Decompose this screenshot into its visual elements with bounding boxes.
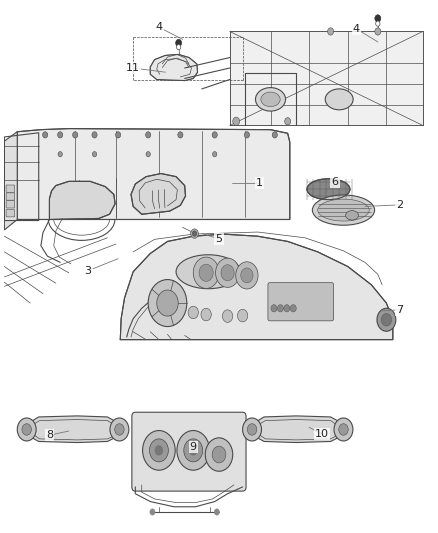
Circle shape — [184, 439, 203, 462]
Circle shape — [145, 132, 151, 138]
Circle shape — [193, 257, 219, 288]
Circle shape — [58, 151, 62, 157]
Circle shape — [247, 424, 257, 435]
Circle shape — [201, 308, 211, 321]
FancyBboxPatch shape — [6, 185, 15, 192]
Circle shape — [188, 306, 198, 319]
Text: 2: 2 — [396, 200, 403, 210]
Text: 1: 1 — [256, 178, 263, 188]
Circle shape — [290, 305, 296, 312]
Text: 4: 4 — [353, 24, 360, 34]
Circle shape — [177, 431, 209, 470]
Circle shape — [157, 290, 178, 316]
Circle shape — [285, 118, 291, 125]
Circle shape — [221, 265, 234, 281]
Circle shape — [146, 151, 150, 157]
Circle shape — [284, 305, 290, 312]
Ellipse shape — [255, 87, 286, 111]
Circle shape — [22, 424, 32, 435]
Ellipse shape — [318, 199, 369, 221]
FancyBboxPatch shape — [6, 201, 15, 208]
Ellipse shape — [176, 255, 240, 289]
Circle shape — [375, 15, 381, 22]
Circle shape — [375, 28, 381, 35]
Circle shape — [215, 258, 240, 287]
Circle shape — [110, 418, 129, 441]
Circle shape — [115, 424, 124, 435]
Circle shape — [212, 132, 217, 138]
Text: 8: 8 — [46, 430, 53, 440]
Circle shape — [73, 132, 78, 138]
Circle shape — [241, 268, 253, 283]
Circle shape — [223, 310, 233, 322]
Circle shape — [328, 28, 334, 35]
Ellipse shape — [307, 179, 350, 200]
Polygon shape — [251, 416, 343, 442]
Circle shape — [339, 424, 348, 435]
Circle shape — [376, 21, 380, 26]
Text: 7: 7 — [396, 305, 403, 315]
Text: 4: 4 — [155, 22, 162, 33]
Ellipse shape — [261, 92, 280, 107]
Circle shape — [214, 509, 219, 515]
Circle shape — [17, 418, 36, 441]
Circle shape — [192, 231, 197, 236]
Circle shape — [334, 418, 353, 441]
Circle shape — [244, 132, 250, 138]
Circle shape — [377, 308, 396, 332]
Circle shape — [212, 446, 226, 463]
Ellipse shape — [312, 195, 374, 225]
Circle shape — [189, 445, 198, 456]
Polygon shape — [49, 181, 115, 220]
FancyBboxPatch shape — [6, 209, 15, 217]
Polygon shape — [17, 128, 290, 220]
Circle shape — [381, 313, 392, 326]
Ellipse shape — [346, 211, 358, 220]
Circle shape — [116, 132, 121, 138]
Circle shape — [148, 279, 187, 327]
Circle shape — [155, 445, 163, 456]
Polygon shape — [230, 31, 423, 125]
Circle shape — [178, 132, 183, 138]
Circle shape — [237, 309, 248, 322]
Circle shape — [191, 229, 198, 238]
Circle shape — [277, 305, 283, 312]
Polygon shape — [150, 54, 198, 80]
FancyBboxPatch shape — [6, 193, 15, 200]
Text: 10: 10 — [315, 429, 329, 439]
Circle shape — [199, 264, 213, 281]
Circle shape — [205, 438, 233, 471]
Text: 11: 11 — [126, 63, 140, 73]
Circle shape — [42, 132, 48, 138]
Polygon shape — [120, 234, 393, 340]
Circle shape — [176, 39, 182, 46]
Circle shape — [233, 117, 240, 125]
Circle shape — [212, 151, 217, 157]
Circle shape — [272, 132, 277, 138]
Text: 5: 5 — [215, 234, 223, 244]
FancyBboxPatch shape — [268, 282, 334, 321]
Circle shape — [236, 262, 258, 289]
Circle shape — [143, 431, 175, 470]
Circle shape — [177, 45, 181, 50]
Circle shape — [150, 509, 155, 515]
Circle shape — [92, 132, 97, 138]
Circle shape — [58, 132, 63, 138]
Text: 3: 3 — [85, 265, 92, 276]
FancyBboxPatch shape — [132, 412, 246, 491]
Circle shape — [271, 305, 277, 312]
Text: 9: 9 — [190, 442, 197, 451]
Circle shape — [243, 418, 261, 441]
Text: 6: 6 — [332, 177, 339, 187]
Ellipse shape — [325, 89, 353, 110]
Polygon shape — [26, 416, 120, 442]
Circle shape — [149, 439, 168, 462]
Circle shape — [92, 151, 97, 157]
Polygon shape — [4, 132, 17, 230]
Polygon shape — [131, 174, 186, 214]
